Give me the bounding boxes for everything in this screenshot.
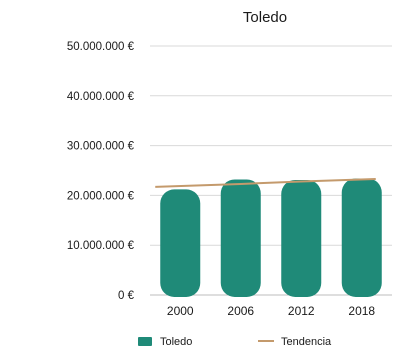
y-tick-label: 10.000.000 € <box>67 240 135 252</box>
y-axis-labels: 0 € 10.000.000 € 20.000.000 € 30.000.000 € 4… <box>67 41 135 302</box>
bar-2012 <box>281 179 322 297</box>
trend-polyline <box>155 177 376 188</box>
y-tick-label: 20.000.000 € <box>67 190 135 202</box>
y-tick-label: 50.000.000 € <box>67 41 135 53</box>
x-tick-label: 2006 <box>227 304 254 318</box>
x-tick-label: 2000 <box>167 304 194 318</box>
x-axis-labels: 2000 2006 2012 2018 <box>167 304 376 318</box>
bar-2000 <box>160 189 201 297</box>
bars <box>160 178 382 297</box>
trend-line <box>155 177 376 188</box>
legend: Toledo Tendencia <box>138 336 332 348</box>
chart-title: Toledo <box>243 9 287 26</box>
y-tick-label: 30.000.000 € <box>67 141 135 153</box>
legend-label-tendencia: Tendencia <box>281 336 332 348</box>
x-tick-label: 2012 <box>288 304 315 318</box>
y-tick-label: 0 € <box>118 290 135 302</box>
legend-label-toledo: Toledo <box>160 336 192 348</box>
bar-2018 <box>341 178 382 297</box>
legend-swatch-toledo <box>138 337 152 346</box>
bar-2006 <box>220 179 261 297</box>
x-tick-label: 2018 <box>348 304 375 318</box>
y-tick-label: 40.000.000 € <box>67 91 135 103</box>
